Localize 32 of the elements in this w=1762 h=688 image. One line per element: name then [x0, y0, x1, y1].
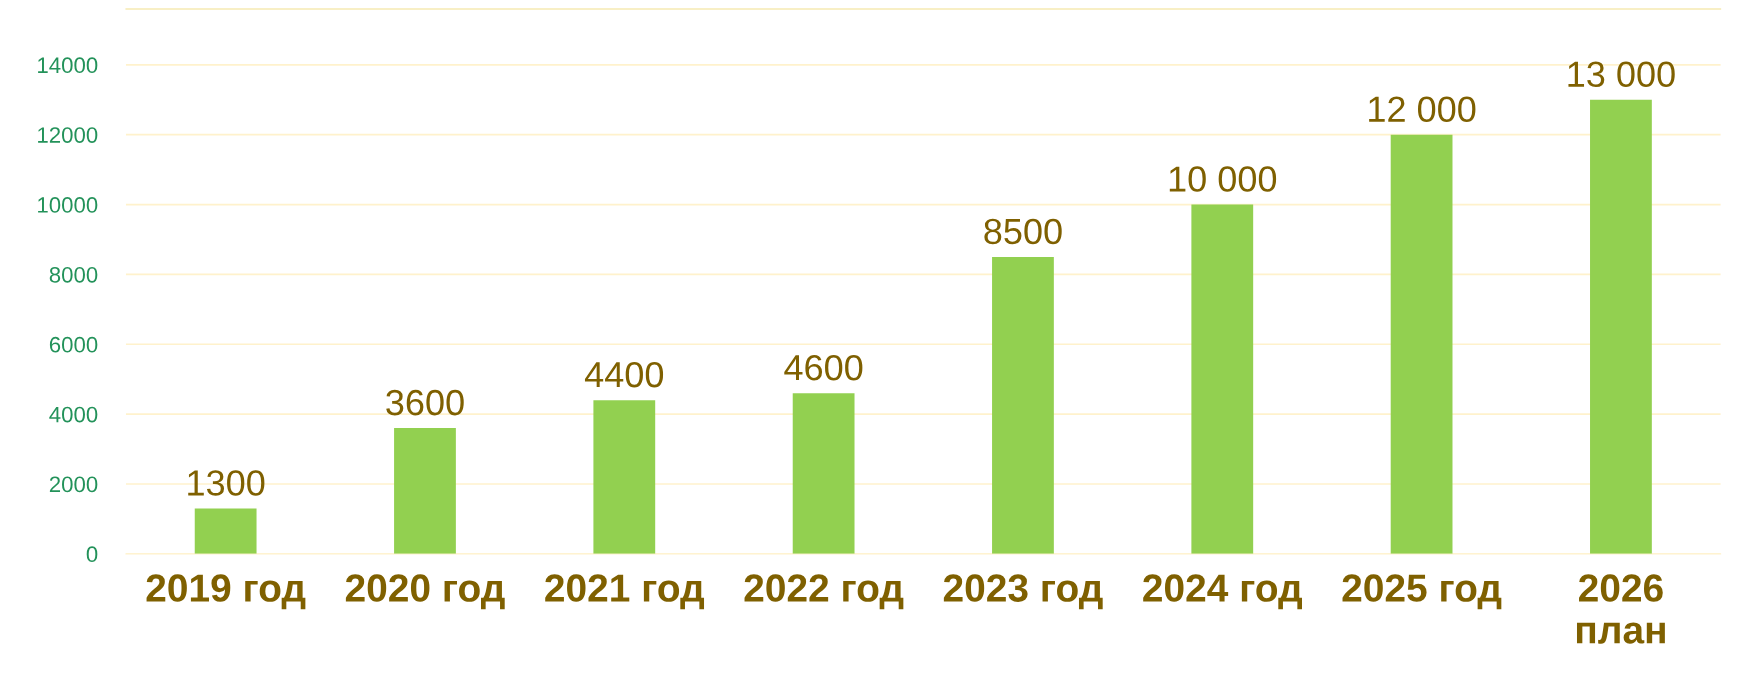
- y-tick-label: 8000: [49, 266, 98, 283]
- data-label: 12 000: [1369, 96, 1476, 122]
- x-tick-label: 2021 год: [545, 574, 705, 610]
- x-tick-label: 2026 план: [1576, 574, 1665, 644]
- x-tick-label: 2022 год: [744, 574, 904, 610]
- data-label: 1300: [188, 470, 265, 496]
- data-label: 8500: [984, 218, 1062, 245]
- bar: [1590, 99, 1652, 554]
- x-tick-label: 2020 год: [345, 574, 505, 610]
- y-tick-label: 6000: [49, 336, 98, 353]
- bar: [1191, 204, 1254, 554]
- y-tick-label: 10000: [38, 197, 98, 213]
- data-label: 10 000: [1169, 166, 1277, 192]
- data-label: 13 000: [1568, 61, 1675, 88]
- y-tick-label: 2000: [49, 476, 98, 493]
- y-tick-label: 12000: [38, 127, 98, 143]
- x-tick-label: 2024 год: [1143, 574, 1302, 610]
- y-tick-label: 0: [86, 546, 98, 563]
- bar: [194, 508, 257, 554]
- x-tick-label: 2019 год: [146, 574, 306, 610]
- bar: [593, 400, 656, 554]
- x-tick-label: 2025 год: [1342, 574, 1502, 610]
- y-tick-label: 4000: [49, 406, 98, 423]
- data-label: 4400: [584, 361, 664, 388]
- data-label: 4600: [784, 354, 863, 381]
- bar: [792, 393, 855, 554]
- y-tick-label: 14000: [38, 57, 98, 74]
- bar: [992, 256, 1054, 554]
- data-label: 3600: [386, 389, 464, 416]
- bar: [1390, 134, 1453, 554]
- x-tick-label: 2023 год: [943, 574, 1103, 610]
- bar: [394, 428, 456, 554]
